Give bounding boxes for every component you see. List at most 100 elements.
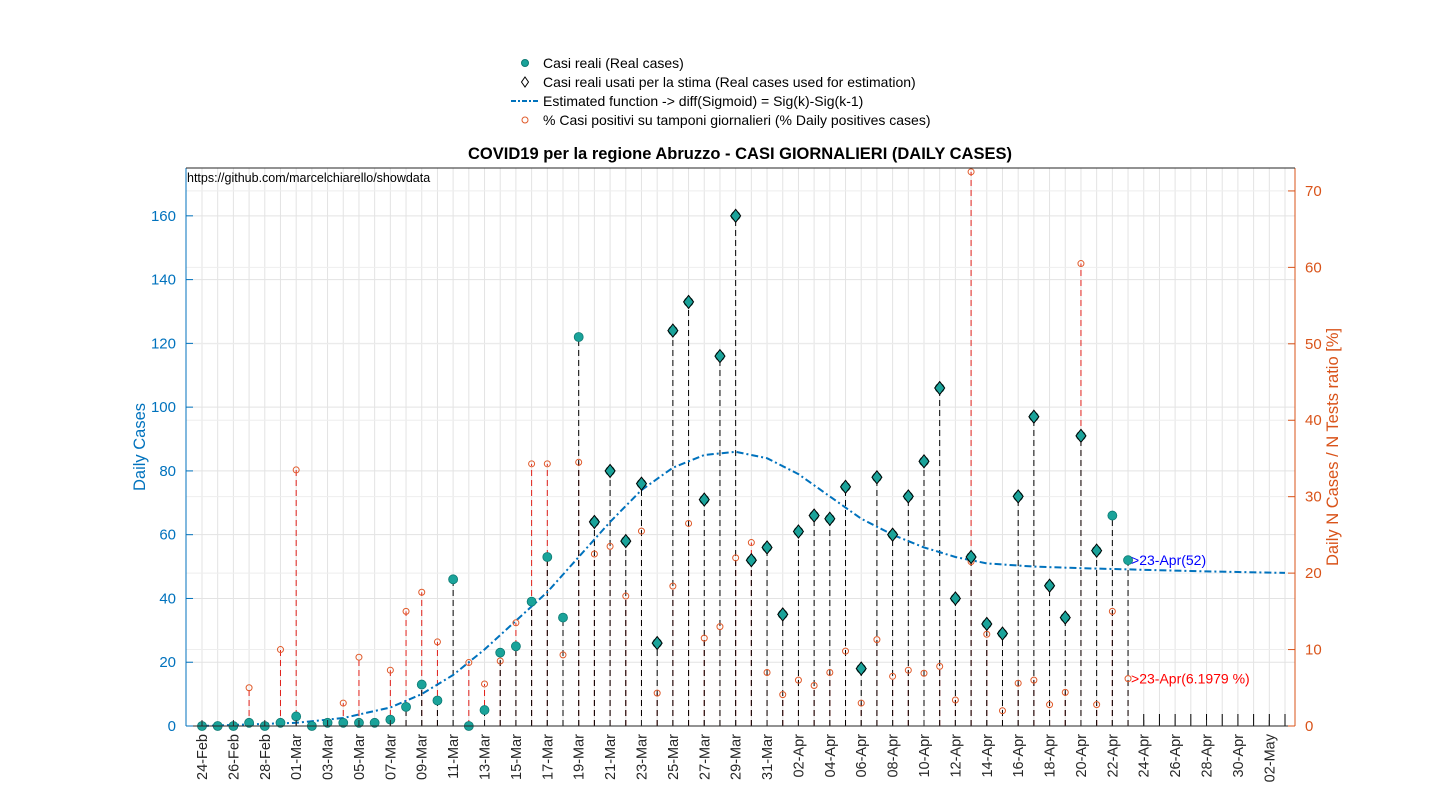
y2-tick-label: 30 [1305,489,1322,506]
percent-point [810,681,818,689]
real-case-point [479,705,490,715]
estimation-point [777,607,789,622]
y-tick-label: 120 [151,335,176,352]
real-case-point [291,711,302,722]
x-tick-label: 24-Apr [1137,734,1153,778]
percent-point [1030,676,1038,684]
annotation-label: >23-Apr(52) [1131,552,1206,568]
legend-entry-label: % Casi positivi su tamponi giornalieri (… [543,112,930,128]
percent-point [685,519,693,527]
real-case-point [416,679,427,690]
percent-point [1046,701,1054,709]
x-tick-label: 24-Feb [195,734,211,780]
real-case-point [542,552,553,562]
y2-tick-label: 10 [1305,642,1322,659]
percent-point [951,696,959,704]
estimation-point [808,508,820,523]
y-tick-label: 0 [168,718,176,735]
percent-point [575,458,583,466]
percent-point [1061,688,1069,696]
percent-point [402,607,410,615]
percent-point [245,684,253,692]
percent-point [433,638,441,646]
x-tick-label: 17-Mar [540,734,556,780]
chart-labels: COVID19 per la regione Abruzzo - CASI GI… [131,145,1342,566]
percent-point [1014,679,1022,687]
legend-box [506,56,976,140]
real-case-point [275,717,286,728]
legend-entry-label: Casi reali usati per la stima (Real case… [543,74,916,90]
percent-point [857,699,865,707]
percent-point [920,669,928,677]
y-tick-label: 60 [159,527,176,544]
percent-point [1093,701,1101,709]
real-case-point [448,574,459,585]
y-tick-label: 140 [151,272,176,289]
fit-line-group [201,450,1286,727]
plot-area [186,168,1295,726]
real-case-point [401,701,411,712]
x-tick-label: 27-Mar [697,734,713,780]
legend: Casi reali (Real cases) Casi reali usati … [506,55,976,140]
y2-tick-label: 0 [1305,718,1313,735]
x-tick-label: 01-Mar [289,734,305,780]
percent-point [967,168,975,176]
x-tick-label: 04-Apr [823,734,839,778]
estimation-point [1059,610,1071,625]
x-tick-label: 26-Feb [226,734,242,780]
y2-tick-label: 40 [1305,412,1322,429]
chart-title: COVID19 per la regione Abruzzo - CASI GI… [468,145,1012,163]
estimation-point [918,454,930,469]
annotation-label: >23-Apr(6.1979 %) [1131,671,1250,687]
estimation-point [824,511,836,527]
x-tick-label: 28-Apr [1200,734,1216,778]
y-axis-label: Daily Cases [131,403,149,491]
x-tick-label: 12-Apr [948,734,964,778]
x-tick-label: 30-Apr [1231,734,1247,778]
percent-point [889,672,897,680]
percent-point [481,680,489,688]
percent-point [998,707,1006,715]
grid-lines [186,168,1295,727]
percent-point [512,619,520,627]
x-tick-label: 10-Apr [917,734,933,778]
estimation-point [588,514,601,530]
percent-point [528,460,536,468]
real-case-point [511,641,521,652]
x-tick-label: 09-Mar [415,734,431,780]
percent-point [653,689,661,697]
estimation-point [730,208,742,224]
estimation-point [620,533,632,549]
estimation-point [745,552,757,568]
percent-point [716,623,724,631]
x-tick-label: 13-Mar [478,734,494,780]
x-tick-label: 02-Apr [791,734,807,778]
y2-tick-label: 60 [1305,259,1322,276]
estimation-point [635,476,648,491]
percent-point [590,550,598,558]
y-tick-label: 20 [159,654,176,671]
legend-swatch-real-cases [521,59,529,67]
estimation-point [1028,409,1040,425]
percent-point [826,668,834,676]
x-tick-label: 22-Apr [1105,734,1121,778]
x-tick-label: 14-Apr [980,734,996,778]
percent-point [276,646,284,654]
x-tick-label: 21-Mar [603,734,619,780]
estimation-point [871,469,883,485]
estimation-point [839,479,852,495]
real-case-point [432,695,443,706]
x-tick-label: 23-Mar [634,734,650,780]
x-tick-label: 05-Mar [352,734,368,780]
real-case-point [1107,510,1118,521]
percent-point [543,460,551,468]
percent-point [606,542,614,550]
x-tick-label: 06-Apr [854,734,870,778]
markers [197,168,1133,731]
estimation-point [651,635,663,651]
axes [185,167,1296,727]
x-tick-label: 19-Mar [572,734,588,780]
y2-tick-label: 20 [1305,565,1322,582]
percent-point [779,691,787,699]
